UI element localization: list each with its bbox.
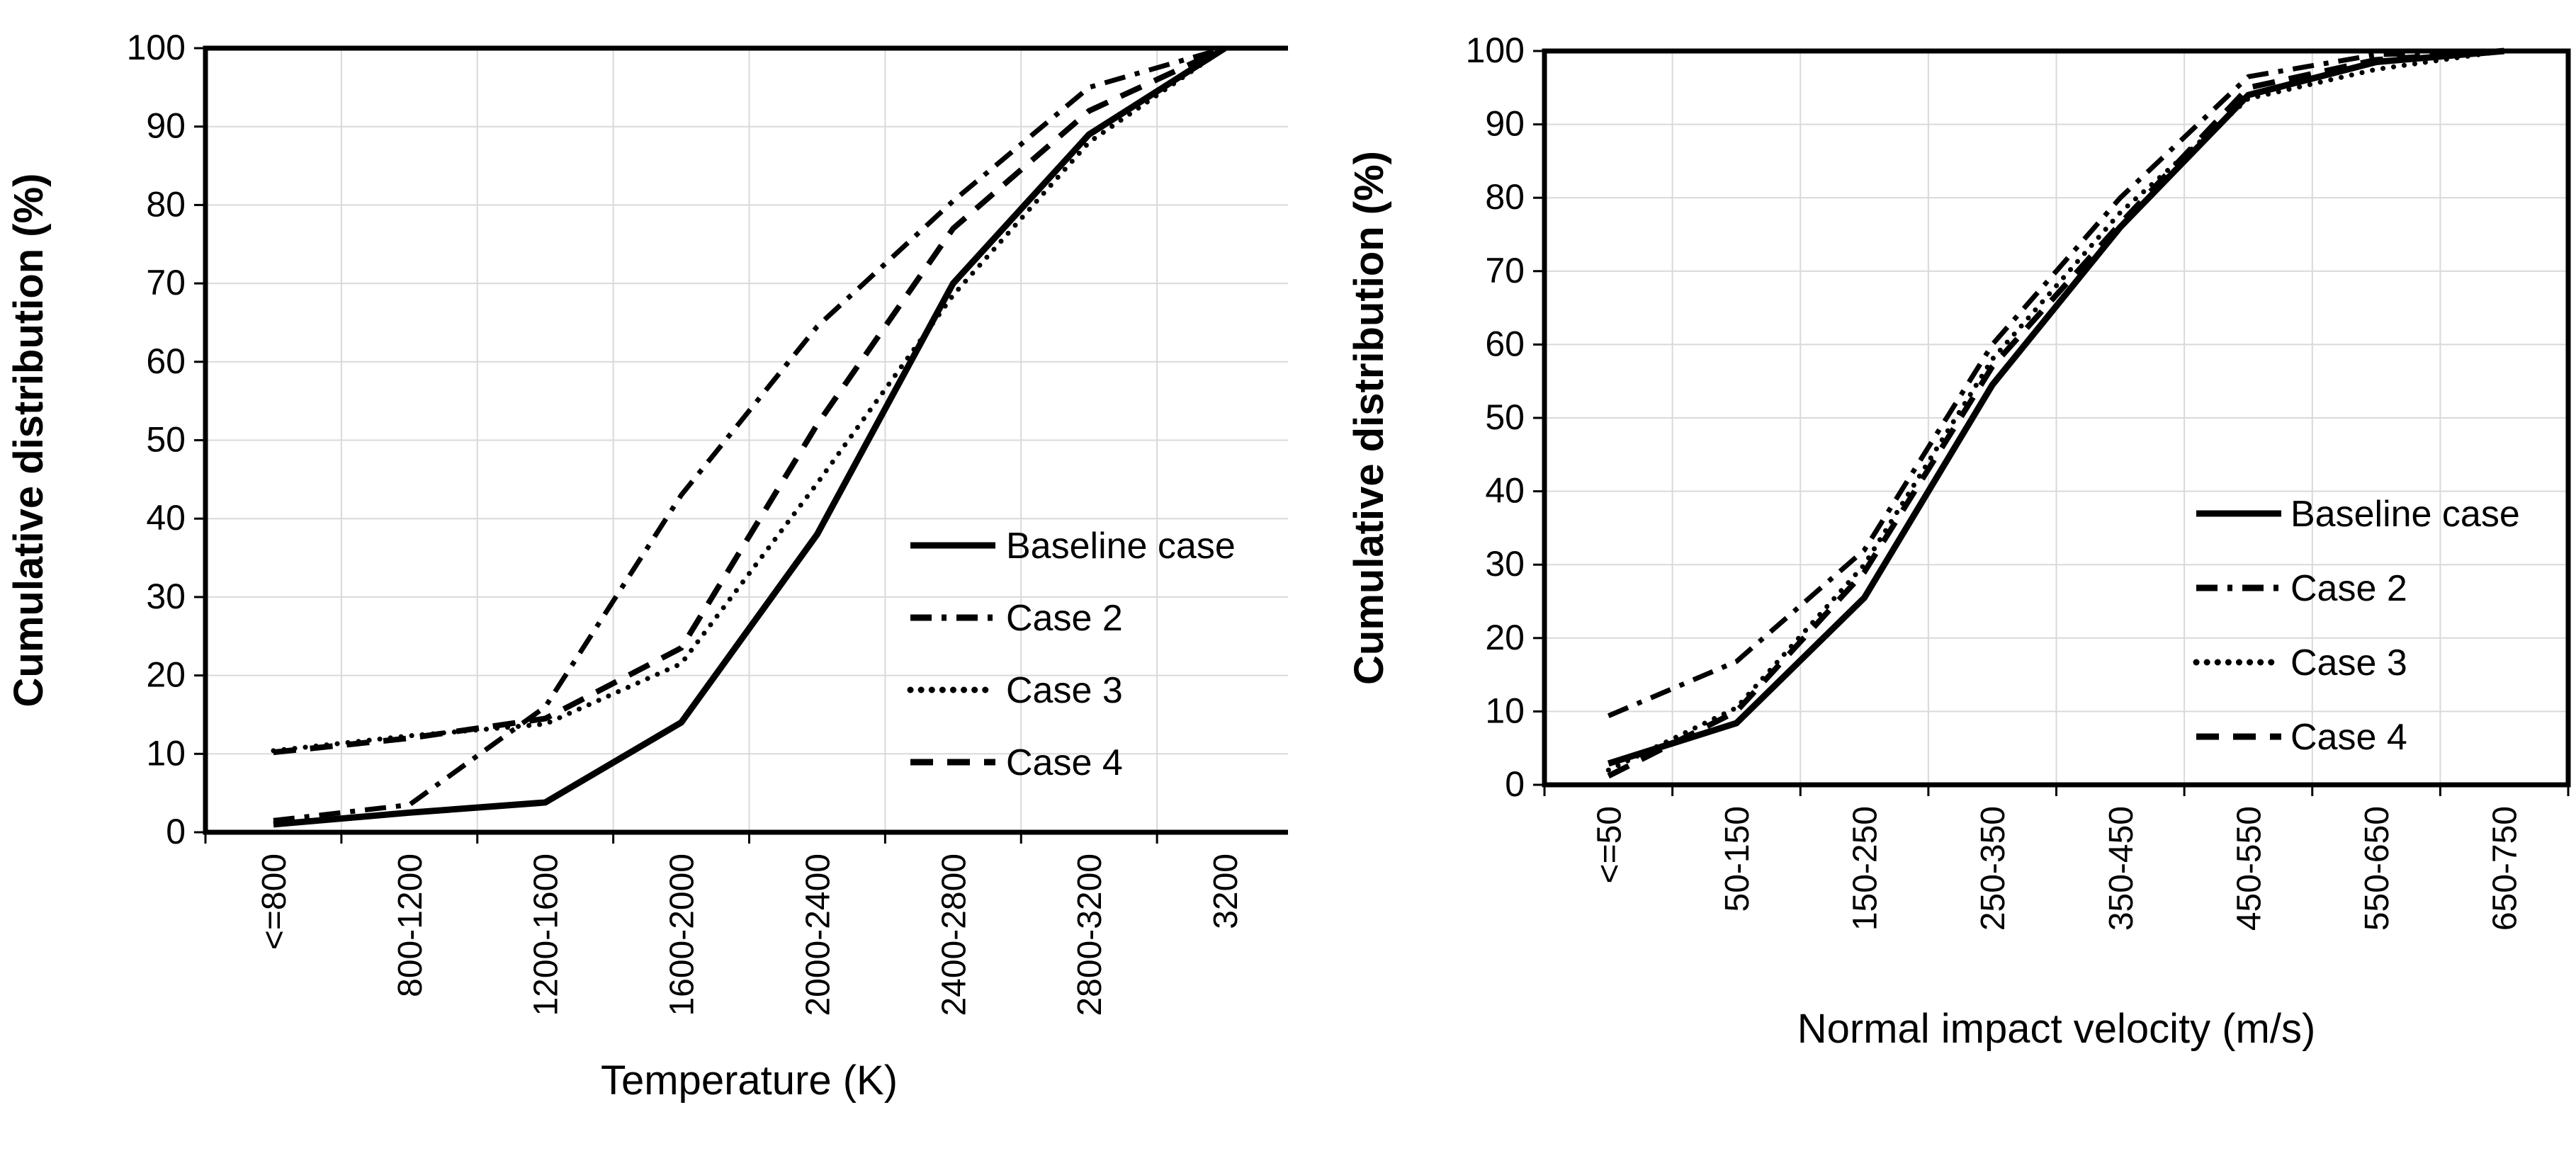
y-tick-label: 10 (1485, 691, 1525, 730)
x-tick-label: 2800-3200 (1071, 854, 1109, 1016)
x-axis-title: Normal impact velocity (m/s) (1797, 1006, 2316, 1052)
y-tick-label: 80 (146, 184, 186, 224)
legend-label-case-4: Case 4 (2290, 717, 2407, 758)
y-tick-label: 10 (146, 733, 186, 773)
legend-label-case-2: Case 2 (1006, 598, 1123, 639)
y-axis-title: Cumulative distribution (%) (6, 174, 52, 708)
x-tick-label: 350-450 (2103, 806, 2140, 931)
y-tick-label: 30 (146, 577, 186, 616)
y-tick-label: 90 (1485, 104, 1525, 144)
legend-label-case-3: Case 3 (1006, 670, 1123, 711)
series-line-case-4 (1607, 48, 2504, 779)
y-tick-label: 90 (146, 106, 186, 146)
series-line-baseline-case (273, 45, 1227, 828)
velocity-cdf-chart: 0 10 20 30 40 50 60 70 80 90 100 <=50 50-150 150-250 2… (1288, 0, 2576, 1151)
legend-label-case-2: Case 2 (2290, 568, 2407, 609)
series-line-case-4 (273, 45, 1226, 756)
legend-label-case-4: Case 4 (1006, 742, 1123, 783)
x-tick-label: 250-350 (1975, 806, 2012, 931)
x-tick-label: <=800 (256, 854, 293, 950)
x-tick-label: 3200 (1207, 854, 1245, 929)
legend-label-baseline-case: Baseline case (1006, 526, 1236, 567)
y-tick-label: 40 (1485, 471, 1525, 511)
series-line-case-2 (273, 45, 1226, 823)
y-tick-label: 70 (1485, 251, 1525, 290)
x-tick-label: 1200-1600 (528, 854, 565, 1016)
y-tick-label: 70 (146, 263, 186, 302)
velocity-cdf-plot: 0 10 20 30 40 50 60 70 80 90 100 <=50 50-150 150-250 2… (1346, 30, 2571, 1052)
y-axis-title: Cumulative distribution (%) (1346, 151, 1392, 685)
legend-label-baseline-case: Baseline case (2290, 494, 2520, 535)
x-tick-label: 1600-2000 (664, 854, 701, 1016)
series-line-baseline-case (1607, 47, 2505, 767)
x-axis-title: Temperature (K) (601, 1058, 898, 1104)
y-tick-label: 80 (1485, 177, 1525, 217)
y-tick-label: 0 (1505, 764, 1525, 804)
x-tick-label: 650-750 (2487, 806, 2524, 931)
legend-label-case-3: Case 3 (2290, 642, 2407, 684)
y-tick-label: 60 (146, 341, 186, 381)
temperature-cdf-chart: 0 10 20 30 40 50 60 70 80 90 100 <=800 800-1200 1200-… (6, 28, 1288, 1104)
y-tick-label: 0 (166, 812, 186, 851)
x-tick-label: <=50 (1591, 806, 1628, 883)
x-tick-label: 2000-2400 (799, 854, 837, 1016)
y-tick-label: 30 (1485, 544, 1525, 584)
x-tick-label: 2400-2800 (935, 854, 973, 1016)
y-tick-label: 20 (1485, 618, 1525, 657)
y-tick-label: 40 (146, 498, 186, 538)
x-tick-label: 550-650 (2358, 806, 2396, 931)
temperature-cdf-plot: 0 10 20 30 40 50 60 70 80 90 100 <=800 800-1200 1200-… (6, 28, 1288, 1104)
y-tick-label: 60 (1485, 324, 1525, 363)
x-tick-label: 450-550 (2230, 806, 2268, 931)
series-line-case-3 (1605, 48, 2507, 773)
y-tick-label: 100 (1466, 30, 1525, 70)
x-tick-label: 50-150 (1719, 806, 1756, 912)
series-line-case-2 (1607, 48, 2504, 718)
x-tick-label: 800-1200 (392, 854, 429, 997)
y-tick-label: 50 (1485, 397, 1525, 437)
y-tick-label: 50 (146, 420, 186, 460)
x-tick-label: 150-250 (1847, 806, 1885, 931)
y-tick-label: 100 (127, 28, 186, 67)
y-tick-label: 20 (146, 655, 186, 695)
